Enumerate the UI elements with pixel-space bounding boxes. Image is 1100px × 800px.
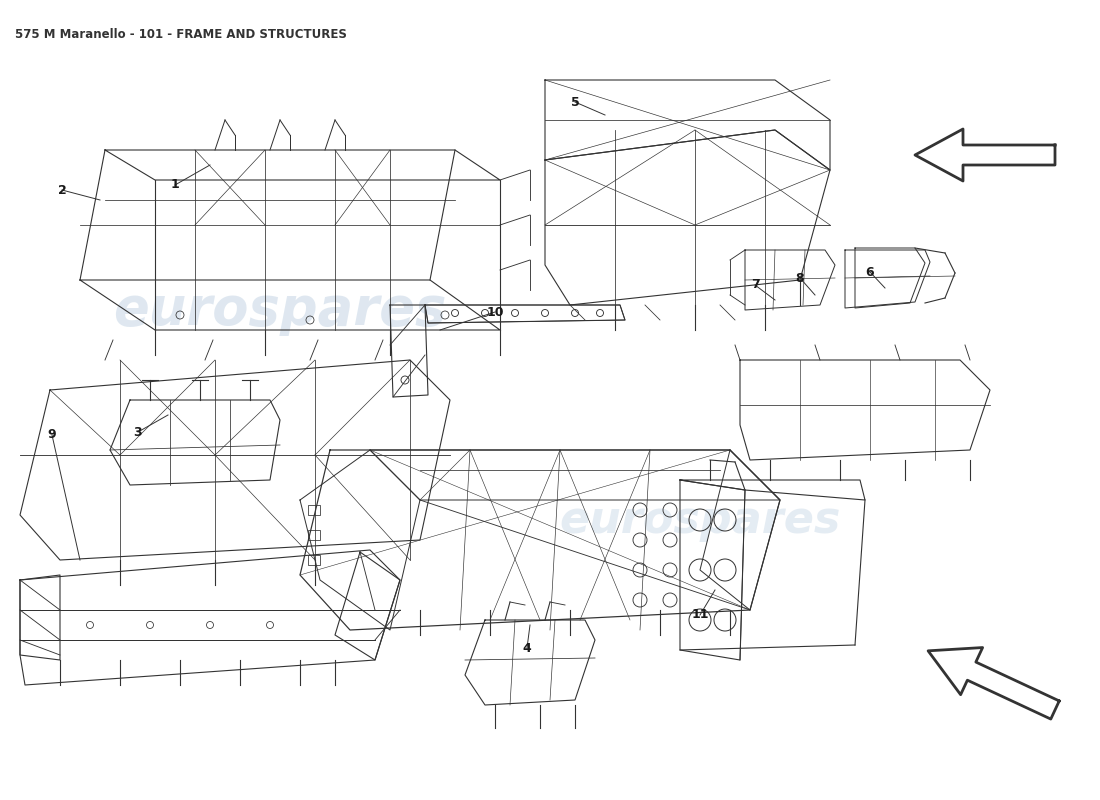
Bar [308, 530, 320, 540]
Text: eurospares: eurospares [559, 498, 840, 542]
Text: 3: 3 [134, 426, 142, 438]
Text: 9: 9 [47, 429, 56, 442]
Bar [308, 505, 320, 515]
Text: 7: 7 [750, 278, 759, 291]
Text: 10: 10 [486, 306, 504, 318]
Text: 575 M Maranello - 101 - FRAME AND STRUCTURES: 575 M Maranello - 101 - FRAME AND STRUCT… [15, 28, 346, 41]
Text: 5: 5 [571, 95, 580, 109]
Text: 1: 1 [170, 178, 179, 191]
Text: 6: 6 [866, 266, 874, 278]
Text: 2: 2 [57, 183, 66, 197]
Text: eurospares: eurospares [113, 284, 447, 336]
Text: 11: 11 [691, 609, 708, 622]
Bar [308, 555, 320, 565]
Text: 4: 4 [522, 642, 531, 654]
Text: 8: 8 [795, 271, 804, 285]
